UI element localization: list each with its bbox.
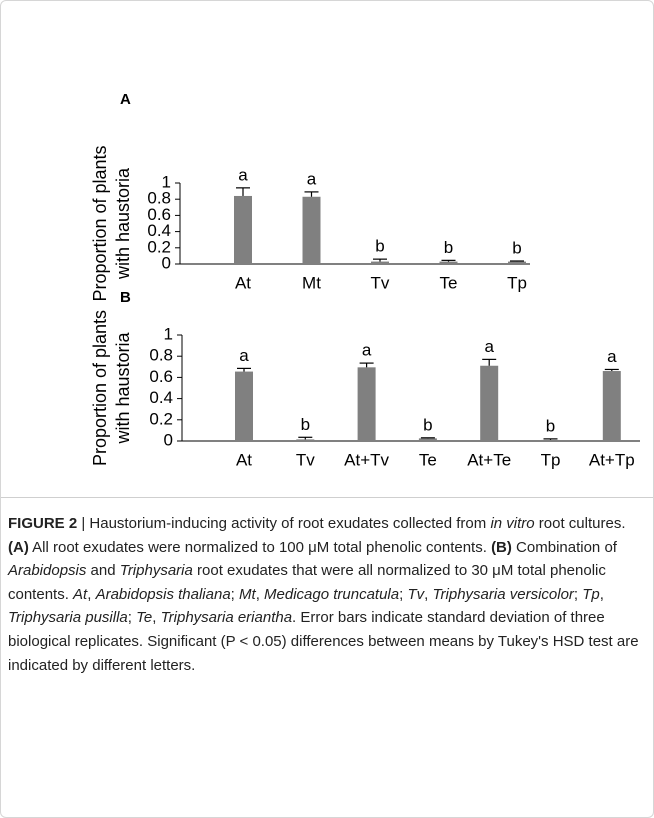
y-tick-label: 0.4	[147, 221, 171, 240]
y-tick-label: 0.2	[149, 409, 173, 428]
caption-run: ,	[87, 585, 96, 603]
bar	[235, 371, 253, 441]
significance-letter: a	[238, 165, 248, 184]
significance-letter: a	[239, 346, 249, 365]
y-tick-label: 0	[162, 253, 171, 272]
caption-run: ;	[127, 609, 137, 627]
significance-letter: a	[484, 337, 494, 356]
bar	[357, 367, 376, 441]
caption-run: Triphysaria eriantha	[160, 609, 293, 627]
caption-run: Mt	[239, 585, 256, 603]
x-tick-label: Tv	[296, 450, 315, 469]
y-tick-label: 0.6	[149, 367, 173, 386]
panel-label: A	[120, 91, 131, 108]
x-tick-label: Tp	[541, 450, 561, 469]
caption-run: (B)	[491, 538, 512, 556]
caption-run: All root exudates were normalized to 100…	[28, 538, 492, 556]
caption-run: At	[73, 585, 88, 603]
caption-run: ,	[152, 609, 161, 627]
bar	[234, 195, 252, 264]
caption-run: ,	[424, 585, 433, 603]
panel-label: B	[120, 289, 131, 306]
caption-run: Tp	[582, 585, 600, 603]
caption-run: . Error bars indicate standard deviation…	[8, 609, 639, 674]
caption-run: root exudates that were all normalized t…	[8, 562, 606, 603]
significance-letter: b	[375, 237, 384, 256]
y-tick-label: 0	[164, 430, 173, 449]
bar	[302, 196, 321, 264]
bar	[296, 439, 315, 441]
x-tick-label: Te	[440, 273, 458, 292]
x-tick-label: Tv	[371, 273, 390, 292]
separator	[1, 497, 653, 498]
significance-letter: a	[362, 341, 372, 360]
significance-letter: b	[546, 416, 555, 435]
caption-run: Arabidopsis thaliana	[95, 585, 231, 603]
significance-letter: b	[423, 415, 432, 434]
bar	[508, 261, 526, 264]
y-axis-label: with haustoria	[113, 167, 133, 280]
significance-letter: a	[307, 169, 317, 188]
y-tick-label: 0.2	[147, 237, 171, 256]
y-tick-label: 0.4	[149, 388, 173, 407]
significance-letter: b	[512, 238, 521, 257]
bar	[371, 261, 389, 264]
significance-letter: b	[301, 415, 310, 434]
caption-run: in vitro	[490, 515, 535, 532]
caption-run: FIGURE 2	[8, 515, 78, 532]
caption-run: | Haustorium-inducing activity of root e…	[77, 515, 491, 532]
x-tick-label: At	[235, 273, 251, 292]
x-tick-label: Te	[419, 450, 437, 469]
bar	[439, 261, 458, 264]
caption: FIGURE 2 | Haustorium-inducing activity …	[8, 512, 644, 677]
y-axis-label: Proportion of plants	[90, 145, 110, 301]
y-tick-label: 1	[164, 324, 173, 343]
x-tick-label: At+Te	[467, 450, 511, 469]
y-tick-label: 0.8	[149, 346, 173, 365]
caption-run: ,	[255, 585, 265, 603]
x-tick-label: At+Tp	[589, 450, 635, 469]
y-tick-label: 0.8	[147, 189, 171, 208]
caption-run: (A)	[8, 538, 29, 556]
caption-run: Triphysaria pusilla	[8, 609, 128, 627]
significance-letter: a	[607, 347, 617, 366]
caption-run: root cultures.	[534, 515, 626, 532]
bar	[480, 365, 499, 441]
caption-run: Arabidopsis	[8, 562, 87, 580]
caption-run: ,	[599, 585, 604, 603]
bar	[418, 438, 437, 441]
y-axis-label: Proportion of plants	[90, 310, 110, 466]
caption-run: Triphysaria versicolor	[432, 585, 574, 603]
caption-run: ;	[399, 585, 408, 603]
significance-letter: b	[444, 238, 453, 257]
caption-run: Tv	[407, 585, 425, 603]
caption-run: Medicago truncatula	[264, 585, 400, 603]
bar	[602, 371, 621, 441]
caption-run: Te	[136, 609, 153, 627]
caption-run: and	[86, 562, 120, 580]
caption-run: ;	[230, 585, 240, 603]
bar	[541, 439, 560, 441]
y-tick-label: 0.6	[147, 205, 171, 224]
y-axis-label: with haustoria	[113, 331, 133, 444]
x-tick-label: Mt	[302, 273, 321, 292]
caption-run: Triphysaria	[119, 562, 193, 580]
x-tick-label: At	[236, 450, 252, 469]
y-tick-label: 1	[162, 172, 171, 191]
caption-run: Combination of	[511, 538, 617, 556]
caption-run: ;	[573, 585, 583, 603]
x-tick-label: Tp	[507, 273, 527, 292]
x-tick-label: At+Tv	[344, 450, 389, 469]
